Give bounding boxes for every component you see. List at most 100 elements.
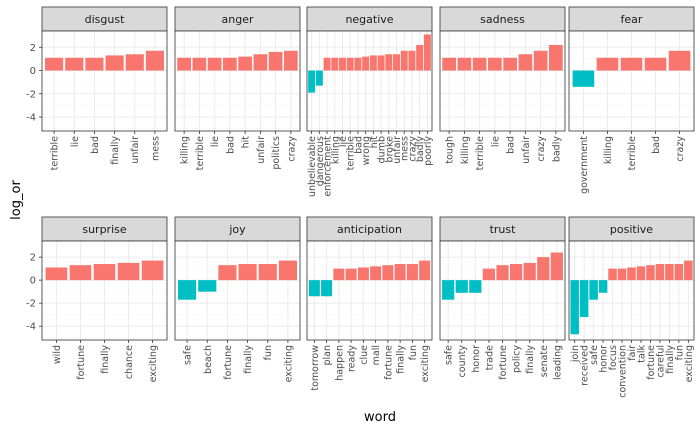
bar-happen [333,268,345,281]
facet-panel-disgust: disgust -4 -2 0 2 terrible lie bad finally unfair… [26,6,168,170]
bar-fortune [382,265,394,281]
facet-panel-surprise: surprise -4 -2 0 2 wild fortune finally chance ex… [26,216,168,382]
x-tick-label: finally [396,345,407,374]
bar-mess [145,50,164,71]
bar-badly [548,44,563,71]
x-tick-label: tomorrow [310,345,321,391]
bar-exciting [278,260,297,281]
bar-bad [644,57,667,71]
bar-senate [537,257,550,281]
x-tick-label: unfair [392,136,403,164]
facet-label: joy [228,223,246,236]
y-tick-label: -2 [26,299,36,310]
x-tick-label: honor [599,345,610,373]
x-tick-label: broke [384,136,395,163]
bar-fortune [646,265,655,281]
panel-frame [174,240,301,341]
x-tick-label: fortune [223,345,234,380]
x-tick-label: crazy [407,136,418,162]
facet-label: anger [222,13,254,26]
bar-fortune [69,265,92,281]
bar-government [572,70,595,87]
bar-killing [331,57,339,71]
panel-background [307,31,432,131]
bar-wild [45,267,68,281]
panel-frame [439,30,566,132]
x-tick-label: finally [665,345,676,374]
panel-frame [174,30,301,132]
x-tick-label: mess [400,136,411,161]
bar-unbelievable [308,70,316,93]
bar-convention [617,268,627,281]
x-tick-label: fun [263,345,274,360]
facet-strip [41,6,168,32]
x-tick-label: talk [636,345,647,363]
facet-strip [174,6,301,32]
bar-badly [416,44,424,71]
x-tick-label: killing [180,136,191,164]
x-tick-label: chance [124,345,135,379]
facet-label: trust [490,223,517,236]
panel-background [440,31,565,131]
bar-finally [665,264,674,281]
x-tick-label: crazy [536,136,547,162]
bar-fortune [218,265,237,281]
bar-honor [469,280,482,293]
bar-join [570,280,579,335]
bar-crazy [533,50,548,71]
bar-finally [394,264,406,281]
x-tick-label: happen [334,345,345,381]
panel-background [175,31,300,131]
bar-finally [238,264,257,281]
x-tick-label: trade [484,345,495,370]
bar-exciting [684,260,693,281]
bar-enforcement [323,57,331,71]
x-tick-label: finally [525,345,536,374]
bar-crazy [668,50,691,71]
x-tick-label: finally [243,345,254,374]
x-tick-label: safe [444,345,455,365]
x-tick-label: hit [369,136,380,149]
x-tick-label: dumb [377,136,388,163]
facet-panel-fear: fear government killing terrible bad crazy [568,6,695,194]
bar-terrible [620,57,643,71]
x-tick-label: finally [110,136,121,165]
bar-unfair [253,54,268,71]
x-tick-label: join [570,345,581,363]
bar-unfair [393,54,400,71]
bar-safe [178,280,197,300]
x-tick-label: bad [225,136,236,154]
x-tick-label: unfair [521,136,532,164]
x-tick-label: lie [210,136,221,147]
bar-terrible [192,57,207,71]
bar-honor [598,280,608,293]
bar-finally [93,264,116,281]
x-tick-label: clue [359,345,370,365]
y-tick-label: 2 [30,43,36,54]
panel-frame [306,240,433,341]
x-tick-label: exciting [684,345,695,382]
x-tick-label: policy [512,345,523,373]
x-tick-label: plan [322,345,333,366]
x-tick-label: poorly [423,136,434,166]
bar-county [455,280,468,293]
bar-bad [223,57,237,71]
bar-unfair [125,54,144,71]
x-tick-label: terrible [627,136,638,171]
bar-exciting [419,260,431,281]
x-tick-label: badly [551,136,562,163]
bar-terrible [45,57,64,71]
y-axis-title: log_or [9,180,24,220]
facet-label: disgust [85,13,125,26]
x-tick-label: fortune [383,345,394,380]
x-tick-label: crazy [675,136,686,162]
bar-poorly [423,34,431,71]
x-tick-label: convention [618,345,629,398]
x-tick-label: leading [552,345,563,380]
bar-hit [238,56,252,71]
x-tick-label: politics [271,136,282,170]
x-tick-label: safe [589,345,600,365]
bar-lie [339,57,346,71]
facet-strip [568,216,695,242]
